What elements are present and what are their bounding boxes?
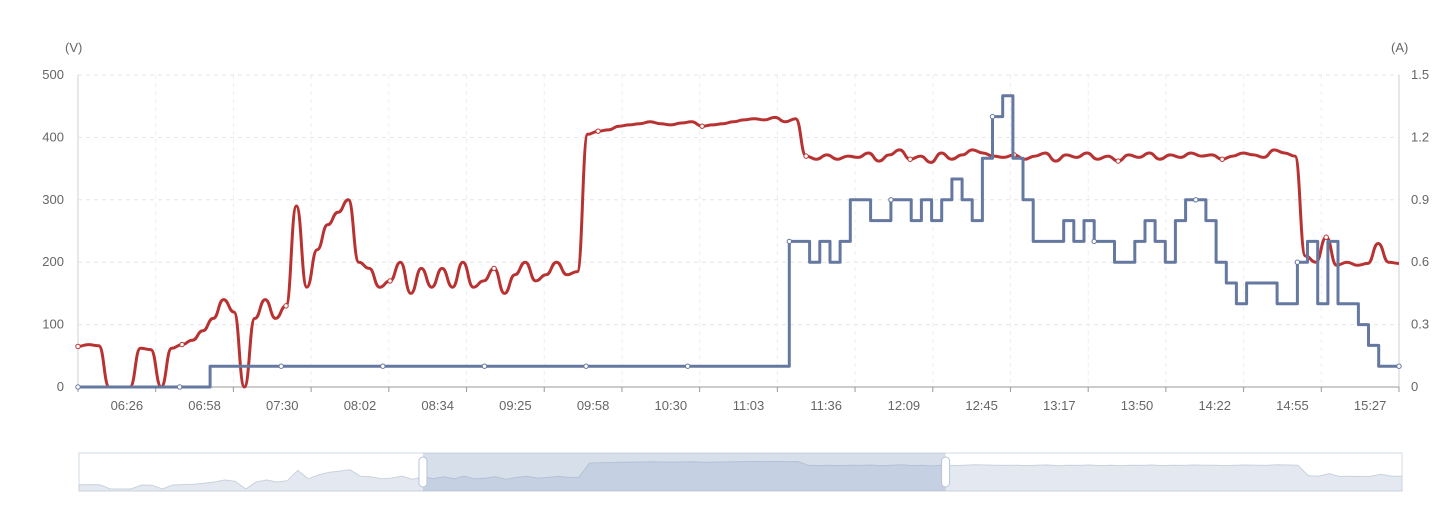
series-point: [803, 153, 809, 159]
zoom-handle-end[interactable]: [941, 456, 951, 488]
zoom-preview-area: [78, 460, 1403, 492]
x-tick-label: 08:02: [344, 398, 377, 413]
x-tick-label: 11:36: [810, 398, 842, 413]
series-point: [75, 343, 81, 350]
x-tick-label: 13:50: [1121, 398, 1154, 413]
series-point: [595, 128, 601, 134]
x-tick-label: 09:25: [499, 398, 532, 413]
series-point: [699, 123, 705, 129]
series-point: [380, 363, 386, 369]
x-tick-label: 06:26: [111, 398, 144, 413]
series-point: [907, 156, 913, 162]
zoom-handle-start[interactable]: [418, 456, 428, 488]
series-point: [491, 265, 497, 272]
x-tick-label: 11:03: [733, 398, 765, 413]
series-point: [1396, 363, 1402, 369]
series-point: [1193, 197, 1199, 203]
left-tick-label: 500: [42, 67, 64, 82]
x-tick-label: 09:58: [577, 398, 610, 413]
left-axis-unit-label: (V): [65, 40, 82, 55]
x-tick-label: 12:09: [888, 398, 921, 413]
series-point: [1115, 158, 1121, 164]
series-point: [283, 303, 289, 309]
series-point: [75, 384, 81, 390]
series-point: [989, 113, 996, 120]
series-point: [179, 341, 185, 348]
x-tick-label: 12:45: [965, 398, 998, 413]
series-point: [1219, 156, 1225, 162]
series-point: [888, 197, 894, 203]
x-tick-label: 07:30: [266, 398, 299, 413]
series-point: [684, 363, 691, 369]
data-zoom-slider[interactable]: [78, 452, 1403, 492]
right-tick-label: 0.9: [1411, 192, 1429, 207]
series-point: [176, 384, 183, 390]
series-point: [786, 238, 793, 245]
series-point: [481, 363, 488, 369]
right-tick-label: 1.2: [1411, 129, 1429, 144]
zoom-selected-range[interactable]: [422, 453, 946, 491]
x-tick-label: 15:27: [1354, 398, 1387, 413]
right-tick-label: 0: [1411, 379, 1418, 394]
right-tick-label: 1.5: [1411, 67, 1429, 82]
series-lines: [75, 94, 1402, 390]
series-point: [1294, 259, 1301, 265]
series-point: [583, 363, 589, 369]
x-tick-label: 14:22: [1198, 398, 1231, 413]
right-tick-label: 0.6: [1411, 254, 1429, 269]
right-tick-label: 0.3: [1411, 317, 1429, 332]
series-point: [1091, 238, 1097, 245]
axes: (V) (A) 0 0 100 0.3 200 0.6 300 0.9 400 1.2 500 1.5…: [42, 40, 1429, 413]
left-tick-label: 0: [57, 379, 64, 394]
series-point: [278, 363, 284, 369]
x-tick-label: 06:58: [188, 398, 221, 413]
x-tick-label: 10:30: [655, 398, 688, 413]
right-axis-unit-label: (A): [1391, 40, 1408, 55]
x-tick-label: 08:34: [421, 398, 454, 413]
x-tick-label: 13:17: [1043, 398, 1076, 413]
series-point: [1323, 234, 1329, 240]
current-series-line: [78, 94, 1399, 389]
left-tick-label: 300: [42, 192, 64, 207]
x-tick-label: 14:55: [1276, 398, 1309, 413]
voltage-series-line: [77, 115, 1400, 389]
left-tick-label: 400: [42, 129, 64, 144]
left-tick-label: 100: [42, 317, 64, 332]
series-point: [387, 278, 393, 284]
left-tick-label: 200: [42, 254, 64, 269]
